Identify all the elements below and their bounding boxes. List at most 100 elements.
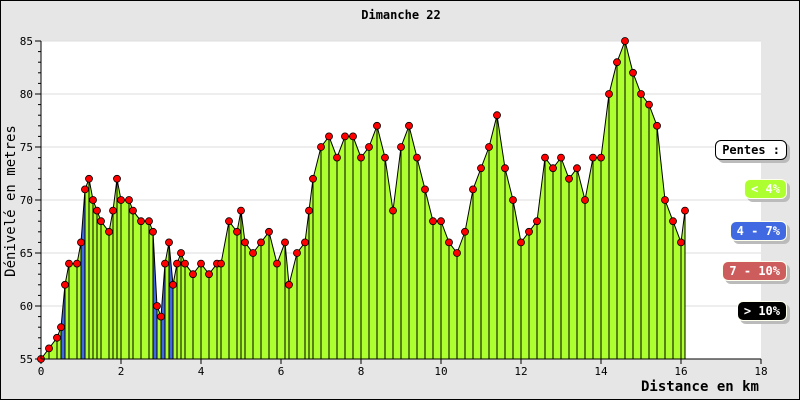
elevation-point [677, 238, 685, 247]
legend-slope-7-10: 7 - 10% [722, 261, 787, 281]
slope-segment [201, 263, 209, 359]
slope-segment [577, 168, 585, 359]
elevation-point [73, 259, 81, 268]
slope-segment [473, 168, 481, 359]
elevation-point [525, 227, 533, 236]
slope-segment [141, 221, 149, 359]
elevation-point [357, 153, 365, 162]
slope-segment [593, 157, 601, 359]
elevation-point [653, 121, 661, 130]
elevation-point [565, 174, 573, 183]
x-tick-label: 16 [674, 365, 687, 378]
elevation-point [325, 132, 333, 141]
slope-segment [433, 221, 441, 359]
slope-segment [121, 200, 129, 359]
slope-segment [681, 210, 685, 359]
elevation-point [165, 238, 173, 247]
slope-segment [149, 221, 153, 359]
elevation-point [129, 206, 137, 215]
elevation-point [173, 259, 181, 268]
legend-slope-under-4: < 4% [744, 179, 787, 199]
elevation-point [105, 227, 113, 236]
elevation-point [281, 238, 289, 247]
elevation-point [249, 249, 257, 257]
elevation-point [493, 111, 501, 120]
slope-segment [369, 125, 377, 359]
slope-segment [209, 263, 217, 359]
elevation-point [225, 217, 233, 226]
elevation-point [85, 174, 93, 183]
slope-segment [177, 253, 181, 359]
elevation-point [605, 90, 613, 98]
slope-segment [329, 136, 337, 359]
y-tick-label: 60 [20, 300, 33, 313]
elevation-point [181, 259, 189, 268]
slope-segment [377, 125, 385, 359]
x-tick-label: 6 [278, 365, 285, 378]
y-tick-label: 65 [20, 247, 33, 260]
slope-segment [241, 210, 245, 359]
y-axis-label: Dénivelé en metres [3, 125, 19, 277]
elevation-point [477, 164, 485, 173]
slope-segment [117, 178, 121, 359]
slope-segment [85, 178, 89, 359]
elevation-point [77, 238, 85, 247]
elevation-point [109, 206, 117, 215]
elevation-point [461, 227, 469, 236]
slope-segment [217, 263, 221, 359]
slope-segment [569, 168, 577, 359]
elevation-point [645, 100, 653, 109]
elevation-point [81, 185, 89, 194]
elevation-point [305, 206, 313, 215]
elevation-point [485, 143, 493, 151]
elevation-point [257, 238, 265, 247]
elevation-point [45, 344, 53, 353]
slope-segment [345, 136, 353, 359]
legend-slope-over-10: > 10% [736, 301, 787, 321]
slope-segment [61, 284, 65, 359]
slope-segment [305, 210, 309, 359]
slope-segment [89, 178, 93, 359]
slope-segment [553, 157, 561, 359]
elevation-point [153, 302, 161, 310]
slope-segment [649, 104, 657, 359]
elevation-point [637, 90, 645, 98]
legend-slope-4-7: 4 - 7% [729, 221, 787, 241]
elevation-point [681, 206, 689, 215]
slope-segment [673, 221, 681, 359]
slope-segment [313, 147, 321, 359]
slope-segment [69, 263, 77, 359]
elevation-point [125, 196, 133, 204]
elevation-point [533, 217, 541, 226]
slope-segment [401, 125, 409, 359]
slope-segment [93, 200, 97, 359]
elevation-point [413, 153, 421, 162]
elevation-point [233, 227, 241, 236]
slope-segment [261, 231, 269, 359]
x-tick-label: 8 [358, 365, 365, 378]
elevation-point [581, 196, 589, 204]
elevation-point [137, 217, 145, 226]
slope-segment [185, 263, 193, 359]
slope-segment [297, 242, 305, 359]
elevation-point [117, 196, 125, 204]
slope-segment [441, 221, 449, 359]
slope-segment [109, 210, 113, 359]
elevation-point [373, 121, 381, 130]
slope-segment [457, 231, 465, 359]
slope-segment [229, 221, 237, 359]
slope-segment [289, 253, 297, 359]
elevation-point [205, 270, 213, 279]
slope-segment [489, 115, 497, 359]
slope-segment [529, 221, 537, 359]
elevation-point [197, 259, 205, 268]
slope-segment [253, 242, 261, 359]
slope-segment [561, 157, 569, 359]
slope-segment [585, 157, 593, 359]
elevation-point [333, 153, 341, 162]
elevation-point [301, 238, 309, 247]
elevation-point [349, 132, 357, 141]
slope-segment [101, 221, 109, 359]
slope-segment [161, 263, 165, 359]
elevation-point [309, 174, 317, 183]
